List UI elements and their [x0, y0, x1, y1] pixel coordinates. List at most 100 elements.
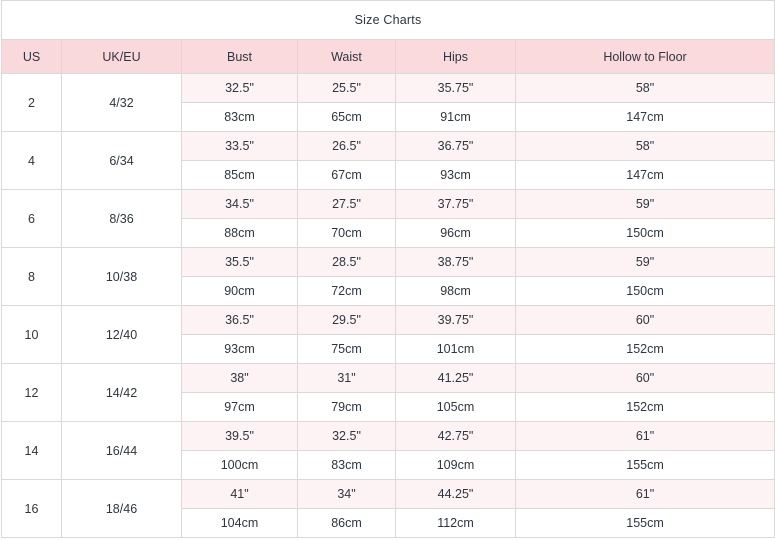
table-head: Size Charts US UK/EU Bust Waist Hips Hol… — [0, 0, 775, 74]
cell-hips-inches: 42.75" — [395, 421, 516, 451]
cell-hollow-to-floor-inches: 61" — [514, 479, 775, 509]
cell-hips-cm: 109cm — [395, 450, 516, 480]
cell-hips-cm: 96cm — [395, 218, 516, 248]
cell-uk-eu-size: 16/44 — [61, 421, 182, 480]
column-header-uk-eu: UK/EU — [61, 39, 182, 74]
table-row: 88cm 70cm 96cm 150cm — [2, 218, 775, 248]
column-header-us: US — [1, 39, 62, 74]
cell-hips-inches: 39.75" — [395, 305, 516, 335]
cell-waist-inches: 31" — [297, 363, 396, 393]
cell-us-size: 4 — [1, 131, 62, 190]
cell-hips-cm: 91cm — [395, 102, 516, 132]
cell-us-size: 8 — [1, 247, 62, 306]
cell-hollow-to-floor-cm: 147cm — [514, 160, 775, 190]
table-row: 2 4/32 32.5" 25.5" 35.75" 58" — [1, 73, 775, 132]
cell-waist-inches: 29.5" — [297, 305, 396, 335]
title-row: Size Charts — [0, 0, 775, 40]
cell-hollow-to-floor-inches: 61" — [514, 421, 775, 451]
table-body: 2 4/32 32.5" 25.5" 35.75" 58" 83cm 65cm 91cm 147c… — [1, 73, 775, 538]
cell-hips-inches: 37.75" — [395, 189, 516, 219]
cell-hollow-to-floor-cm: 147cm — [514, 102, 775, 132]
cell-hollow-to-floor-cm: 152cm — [514, 392, 775, 422]
cell-hips-inches: 41.25" — [395, 363, 516, 393]
cell-bust-cm: 85cm — [181, 160, 298, 190]
table-row: 8 10/38 35.5" 28.5" 38.75" 59" — [1, 247, 775, 306]
cell-bust-cm: 93cm — [181, 334, 298, 364]
cell-waist-cm: 83cm — [297, 450, 396, 480]
cell-hollow-to-floor-inches: 58" — [514, 73, 775, 103]
cell-waist-inches: 27.5" — [297, 189, 396, 219]
column-header-hollow-to-floor: Hollow to Floor — [514, 39, 775, 74]
cell-hips-inches: 38.75" — [395, 247, 516, 277]
cell-hips-inches: 44.25" — [395, 479, 516, 509]
cell-hollow-to-floor-cm: 155cm — [514, 450, 775, 480]
column-header-row: US UK/EU Bust Waist Hips Hollow to Floor — [1, 39, 775, 74]
table-row: 14 16/44 39.5" 32.5" 42.75" 61" — [1, 421, 775, 480]
cell-waist-inches: 26.5" — [297, 131, 396, 161]
cell-bust-inches: 36.5" — [181, 305, 298, 335]
table-row: 85cm 67cm 93cm 147cm — [2, 160, 775, 190]
table-row: 4 6/34 33.5" 26.5" 36.75" 58" — [1, 131, 775, 190]
cell-waist-inches: 32.5" — [297, 421, 396, 451]
cell-bust-cm: 90cm — [181, 276, 298, 306]
table-row: 12 14/42 38" 31" 41.25" 60" — [1, 363, 775, 422]
cell-waist-cm: 67cm — [297, 160, 396, 190]
table-row: 83cm 65cm 91cm 147cm — [2, 102, 775, 132]
cell-hollow-to-floor-cm: 150cm — [514, 276, 775, 306]
cell-bust-inches: 32.5" — [181, 73, 298, 103]
cell-bust-inches: 39.5" — [181, 421, 298, 451]
table-row: 10 12/40 36.5" 29.5" 39.75" 60" — [1, 305, 775, 364]
cell-us-size: 14 — [1, 421, 62, 480]
cell-hollow-to-floor-inches: 60" — [514, 305, 775, 335]
column-header-waist: Waist — [297, 39, 396, 74]
cell-hollow-to-floor-inches: 59" — [514, 189, 775, 219]
cell-uk-eu-size: 18/46 — [61, 479, 182, 538]
cell-us-size: 16 — [1, 479, 62, 538]
cell-bust-cm: 88cm — [181, 218, 298, 248]
cell-uk-eu-size: 12/40 — [61, 305, 182, 364]
cell-waist-cm: 72cm — [297, 276, 396, 306]
cell-uk-eu-size: 10/38 — [61, 247, 182, 306]
cell-us-size: 12 — [1, 363, 62, 422]
cell-us-size: 6 — [1, 189, 62, 248]
cell-hollow-to-floor-inches: 60" — [514, 363, 775, 393]
table-row: 104cm 86cm 112cm 155cm — [2, 508, 775, 538]
cell-hips-cm: 93cm — [395, 160, 516, 190]
column-header-hips: Hips — [395, 39, 516, 74]
cell-bust-inches: 35.5" — [181, 247, 298, 277]
cell-uk-eu-size: 4/32 — [61, 73, 182, 132]
cell-uk-eu-size: 6/34 — [61, 131, 182, 190]
cell-hips-inches: 35.75" — [395, 73, 516, 103]
cell-bust-cm: 100cm — [181, 450, 298, 480]
cell-waist-inches: 34" — [297, 479, 396, 509]
column-header-bust: Bust — [181, 39, 298, 74]
cell-uk-eu-size: 14/42 — [61, 363, 182, 422]
cell-waist-cm: 75cm — [297, 334, 396, 364]
cell-hips-inches: 36.75" — [395, 131, 516, 161]
cell-hollow-to-floor-inches: 59" — [514, 247, 775, 277]
table-row: 97cm 79cm 105cm 152cm — [2, 392, 775, 422]
cell-bust-cm: 104cm — [181, 508, 298, 538]
cell-hips-cm: 112cm — [395, 508, 516, 538]
cell-us-size: 10 — [1, 305, 62, 364]
cell-waist-inches: 25.5" — [297, 73, 396, 103]
cell-waist-cm: 70cm — [297, 218, 396, 248]
table-row: 16 18/46 41" 34" 44.25" 61" — [1, 479, 775, 538]
cell-waist-inches: 28.5" — [297, 247, 396, 277]
cell-hollow-to-floor-cm: 155cm — [514, 508, 775, 538]
cell-bust-cm: 97cm — [181, 392, 298, 422]
cell-bust-cm: 83cm — [181, 102, 298, 132]
cell-bust-inches: 34.5" — [181, 189, 298, 219]
cell-hips-cm: 101cm — [395, 334, 516, 364]
cell-waist-cm: 65cm — [297, 102, 396, 132]
cell-bust-inches: 33.5" — [181, 131, 298, 161]
cell-hips-cm: 98cm — [395, 276, 516, 306]
cell-hollow-to-floor-cm: 152cm — [514, 334, 775, 364]
table-row: 90cm 72cm 98cm 150cm — [2, 276, 775, 306]
cell-bust-inches: 38" — [181, 363, 298, 393]
cell-hollow-to-floor-cm: 150cm — [514, 218, 775, 248]
cell-bust-inches: 41" — [181, 479, 298, 509]
page-title: Size Charts — [0, 0, 775, 40]
